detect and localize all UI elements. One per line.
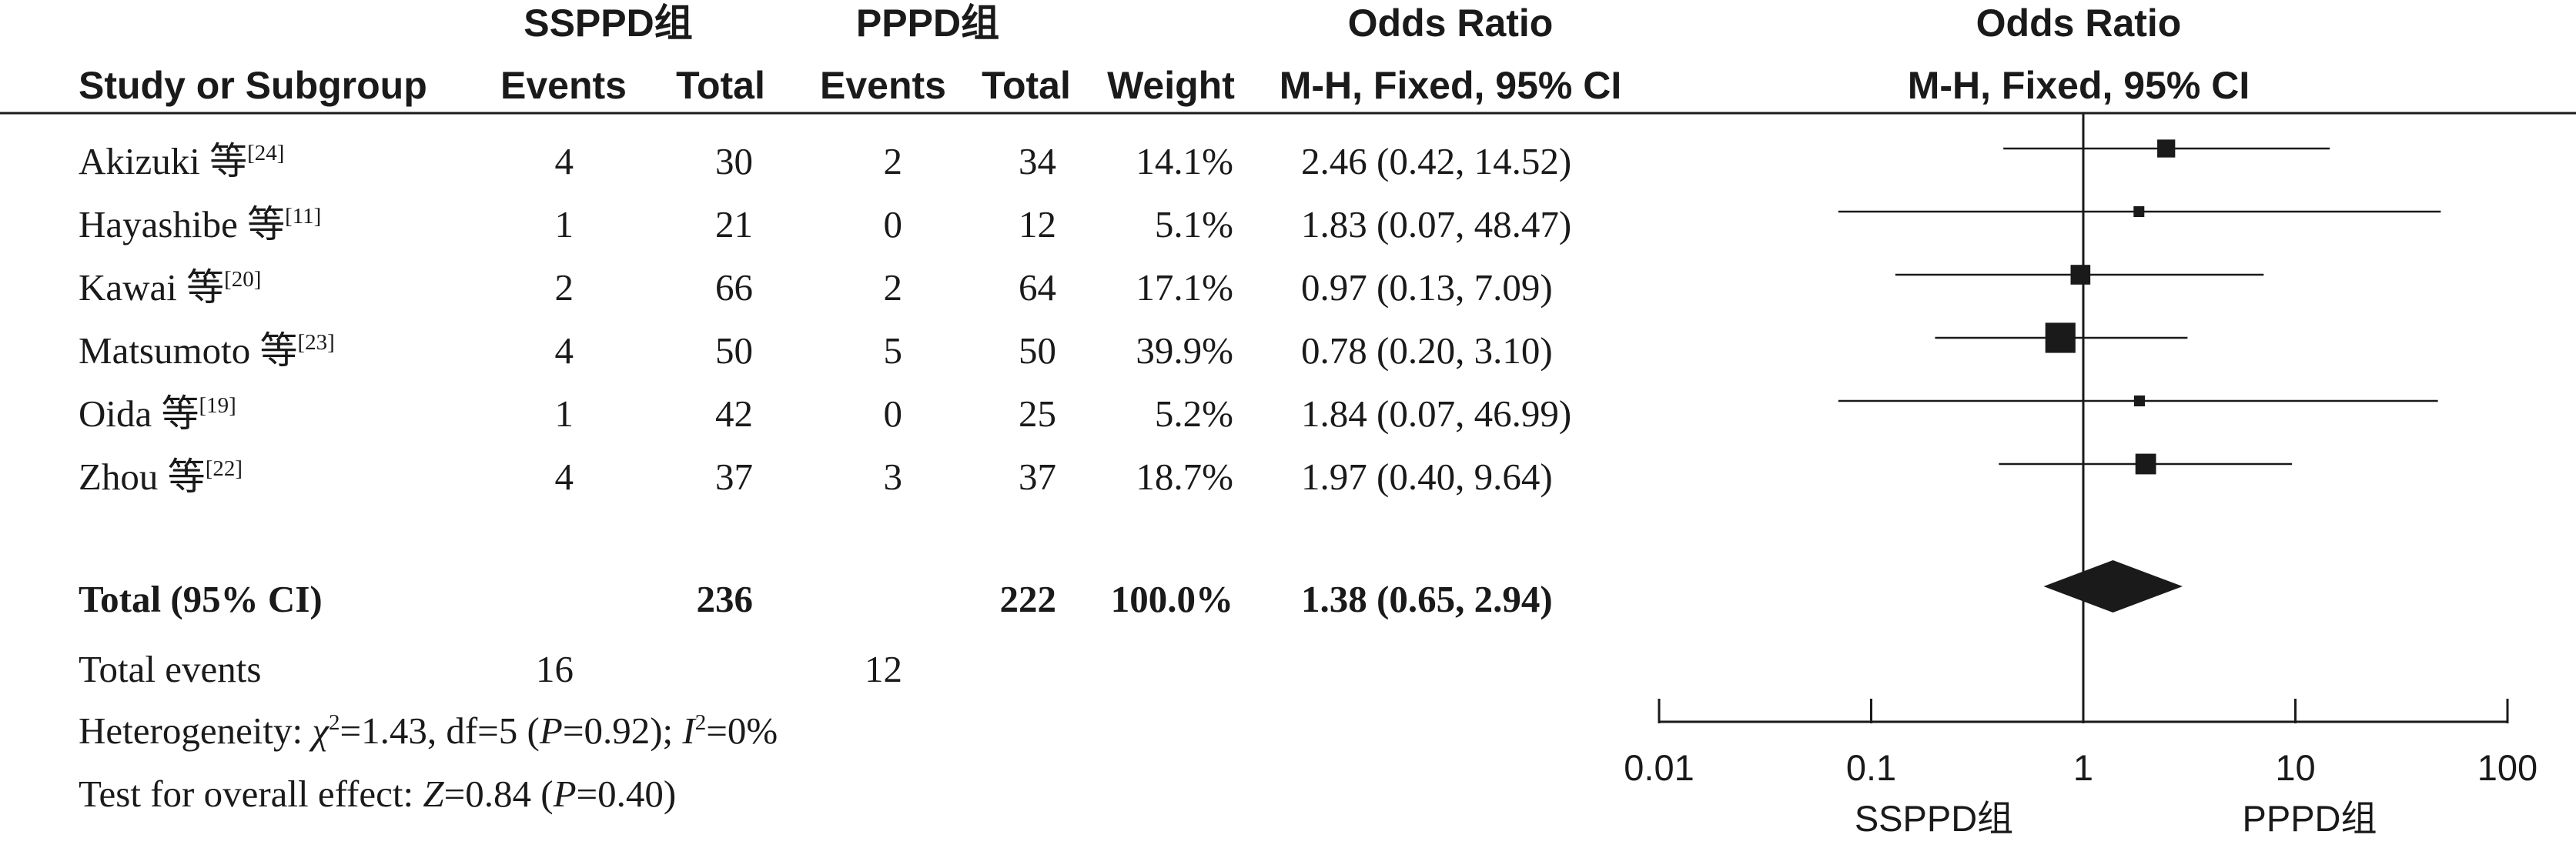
study-name: Kawai 等[20] bbox=[79, 266, 261, 309]
header-method-plot: M-H, Fixed, 95% CI bbox=[1908, 64, 2250, 107]
header-group1: SSPPD组 bbox=[524, 2, 693, 45]
header-weight: Weight bbox=[1107, 64, 1235, 107]
or-ci-cell: 1.97 (0.40, 9.64) bbox=[1301, 456, 1553, 498]
total1-cell: 21 bbox=[715, 203, 753, 245]
header-total1: Total bbox=[676, 64, 765, 107]
total1-cell: 66 bbox=[715, 266, 753, 309]
total-label: Total (95% CI) bbox=[79, 578, 323, 620]
header-study: Study or Subgroup bbox=[79, 64, 427, 107]
events2-cell: 0 bbox=[884, 203, 903, 245]
events1-cell: 4 bbox=[555, 456, 574, 498]
header-or-plot: Odds Ratio bbox=[1976, 2, 2182, 45]
total-t2: 222 bbox=[1000, 578, 1057, 620]
total-t1: 236 bbox=[697, 578, 754, 620]
or-ci-cell: 1.83 (0.07, 48.47) bbox=[1301, 203, 1571, 245]
axis-left-label: SSPPD组 bbox=[1855, 798, 2013, 839]
events2-cell: 2 bbox=[884, 140, 903, 182]
study-rows: Akizuki 等[24] 4 30 2 34 14.1% 2.46 (0.42, 14.5… bbox=[79, 140, 1571, 498]
axis-right-label: PPPD组 bbox=[2243, 798, 2377, 839]
weight-cell: 17.1% bbox=[1136, 266, 1233, 309]
header-total2: Total bbox=[982, 64, 1071, 107]
header-or-table: Odds Ratio bbox=[1348, 2, 1554, 45]
or-ci-cell: 0.78 (0.20, 3.10) bbox=[1301, 329, 1553, 372]
weight-cell: 39.9% bbox=[1136, 329, 1233, 372]
total2-cell: 64 bbox=[1019, 266, 1056, 309]
x-tick-label: 10 bbox=[2275, 747, 2315, 788]
weight-cell: 18.7% bbox=[1136, 456, 1233, 498]
header-events1: Events bbox=[500, 64, 627, 107]
total1-cell: 37 bbox=[715, 456, 753, 498]
weight-cell: 14.1% bbox=[1136, 140, 1233, 182]
events1-cell: 1 bbox=[555, 392, 574, 435]
plot-marks: 0.01 0.1 1 10 100 bbox=[1624, 113, 2538, 788]
point-estimate-square bbox=[2157, 139, 2176, 158]
total-events-e2: 12 bbox=[865, 648, 902, 690]
total2-cell: 50 bbox=[1019, 329, 1056, 372]
point-estimate-square bbox=[2135, 453, 2156, 475]
total-weight: 100.0% bbox=[1111, 578, 1233, 620]
events1-cell: 4 bbox=[555, 140, 574, 182]
or-ci-cell: 0.97 (0.13, 7.09) bbox=[1301, 266, 1553, 309]
x-tick-label: 1 bbox=[2073, 747, 2093, 788]
total2-cell: 37 bbox=[1019, 456, 1056, 498]
events2-cell: 3 bbox=[884, 456, 903, 498]
weight-cell: 5.1% bbox=[1155, 203, 1233, 245]
x-tick-label: 0.01 bbox=[1624, 747, 1694, 788]
weight-cell: 5.2% bbox=[1155, 392, 1233, 435]
point-estimate-square bbox=[2133, 205, 2145, 218]
overall-effect-text: Test for overall effect: Z=0.84 (P=0.40) bbox=[79, 773, 676, 815]
study-name: Hayashibe 等[11] bbox=[79, 203, 321, 245]
study-name: Akizuki 等[24] bbox=[79, 140, 284, 182]
header-events2: Events bbox=[820, 64, 946, 107]
events1-cell: 2 bbox=[555, 266, 574, 309]
point-estimate-square bbox=[2045, 322, 2076, 353]
or-ci-cell: 1.84 (0.07, 46.99) bbox=[1301, 392, 1571, 435]
x-tick-label: 0.1 bbox=[1846, 747, 1896, 788]
study-name: Zhou 等[22] bbox=[79, 456, 243, 498]
events2-cell: 0 bbox=[884, 392, 903, 435]
total2-cell: 25 bbox=[1019, 392, 1056, 435]
header-method-table: M-H, Fixed, 95% CI bbox=[1280, 64, 1622, 107]
header-group2: PPPD组 bbox=[856, 2, 999, 45]
total1-cell: 50 bbox=[715, 329, 753, 372]
total-events-e1: 16 bbox=[536, 648, 574, 690]
events1-cell: 1 bbox=[555, 203, 574, 245]
point-estimate-square bbox=[2133, 395, 2146, 407]
total2-cell: 12 bbox=[1019, 203, 1056, 245]
total-ci: 1.38 (0.65, 2.94) bbox=[1301, 578, 1553, 620]
study-name: Matsumoto 等[23] bbox=[79, 329, 335, 372]
heterogeneity-text: Heterogeneity: χ2=1.43, df=5 (P=0.92); I… bbox=[79, 709, 778, 752]
total2-cell: 34 bbox=[1019, 140, 1056, 182]
events2-cell: 5 bbox=[884, 329, 903, 372]
total-events-label: Total events bbox=[79, 648, 261, 690]
total1-cell: 42 bbox=[715, 392, 753, 435]
or-ci-cell: 2.46 (0.42, 14.52) bbox=[1301, 140, 1571, 182]
pooled-diamond bbox=[2043, 560, 2183, 613]
point-estimate-square bbox=[2070, 265, 2091, 285]
study-name: Oida 等[19] bbox=[79, 392, 236, 435]
total1-cell: 30 bbox=[715, 140, 753, 182]
x-tick-label: 100 bbox=[2477, 747, 2538, 788]
events2-cell: 2 bbox=[884, 266, 903, 309]
events1-cell: 4 bbox=[555, 329, 574, 372]
